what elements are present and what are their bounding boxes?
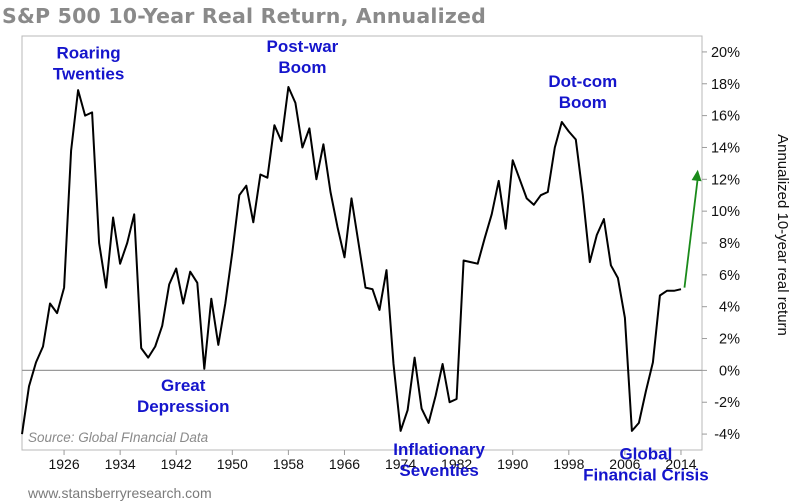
annotation-label: Roaring: [56, 43, 120, 62]
annotation-label: Global: [619, 445, 672, 464]
x-tick-label: 1982: [441, 456, 472, 472]
y-tick-label: 0%: [719, 363, 740, 379]
annotation-label: Depression: [137, 397, 230, 416]
trend-arrow-shaft: [683, 177, 699, 288]
annotation-label: Post-war: [267, 37, 339, 56]
annotation-label: Boom: [278, 58, 326, 77]
annotation-label: Inflationary: [393, 440, 485, 459]
annotation-label: Seventies: [399, 461, 478, 480]
y-tick-label: 14%: [711, 140, 740, 156]
x-tick-label: 1974: [385, 456, 416, 472]
source-note: Source: Global FInancial Data: [28, 430, 209, 445]
x-tick-label: 1966: [329, 456, 360, 472]
footer-url: www.stansberryresearch.com: [28, 485, 212, 501]
x-tick-label: 1958: [273, 456, 304, 472]
x-tick-label: 1934: [105, 456, 136, 472]
x-tick-label: 1950: [217, 456, 248, 472]
chart-title: S&P 500 10-Year Real Return, Annualized: [2, 4, 486, 28]
x-tick-label: 2006: [609, 456, 640, 472]
y-tick-label: 18%: [711, 77, 740, 93]
y-tick-label: 16%: [711, 109, 740, 125]
y-axis-label: Annualized 10-year real return: [774, 134, 790, 336]
x-tick-label: 1942: [161, 456, 192, 472]
x-tick-label: 2014: [665, 456, 696, 472]
series-line: [21, 86, 682, 435]
y-tick-label: 6%: [719, 268, 740, 284]
annotation-label: Dot-com: [548, 72, 617, 91]
y-tick-label: 20%: [711, 45, 740, 61]
y-tick-label: 4%: [719, 300, 740, 316]
y-tick-label: 8%: [719, 236, 740, 252]
plot-area: 20% 18% 16% 14% 12% 10% 8% 6% 4% 2% 0% -2% -4% 1926 19…: [21, 35, 790, 485]
y-tick-label: 10%: [711, 204, 740, 220]
x-tick-label: 1998: [553, 456, 584, 472]
y-tick-label: 12%: [711, 172, 740, 188]
annotation-label: Great: [161, 376, 206, 395]
x-tick-label: 1990: [497, 456, 528, 472]
trend-arrow-head: [691, 169, 702, 182]
annotation-label: Boom: [559, 93, 607, 112]
x-tick-label: 1926: [48, 456, 79, 472]
y-tick-label: -2%: [714, 395, 740, 411]
annotation-label: Twenties: [53, 64, 124, 83]
annotation-label: Financial Crisis: [583, 466, 709, 485]
y-tick-label: -4%: [714, 427, 740, 443]
y-tick-label: 2%: [719, 332, 740, 348]
